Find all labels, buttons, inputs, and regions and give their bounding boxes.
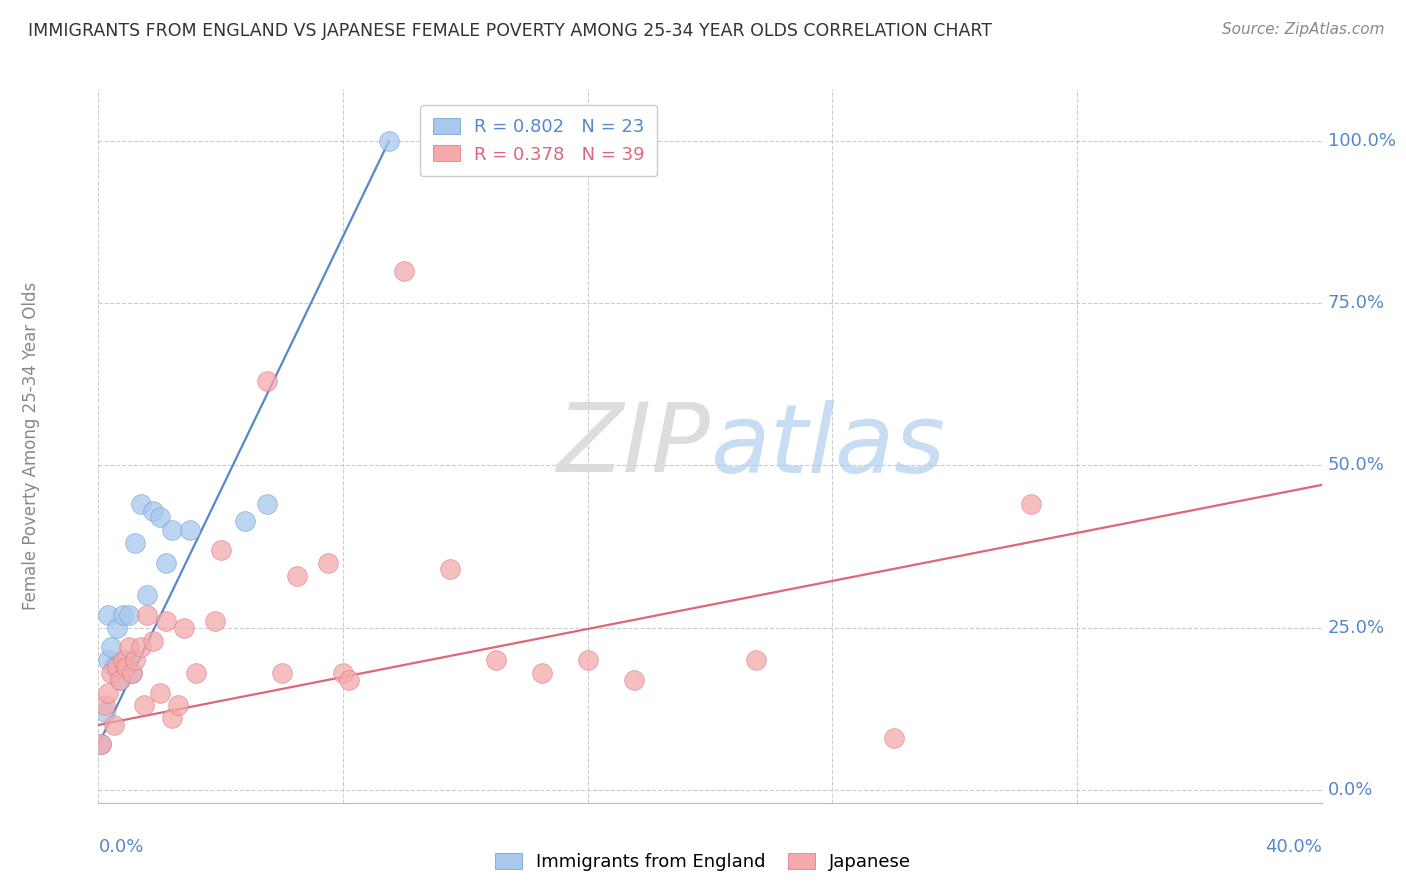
Text: IMMIGRANTS FROM ENGLAND VS JAPANESE FEMALE POVERTY AMONG 25-34 YEAR OLDS CORRELA: IMMIGRANTS FROM ENGLAND VS JAPANESE FEMA…: [28, 22, 993, 40]
Point: [105, 659, 128, 673]
Point: [160, 711, 183, 725]
Point: [93, 705, 115, 719]
Point: [233, 514, 256, 528]
Point: [173, 621, 195, 635]
Point: [108, 673, 131, 687]
Point: [115, 653, 138, 667]
Point: [93, 698, 115, 713]
Point: [111, 653, 134, 667]
Point: [256, 497, 278, 511]
Point: [90, 738, 112, 752]
Point: [160, 524, 183, 538]
Text: 0.0%: 0.0%: [1327, 780, 1374, 799]
Point: [134, 698, 156, 713]
Text: 25.0%: 25.0%: [1327, 619, 1385, 637]
Text: 0.0%: 0.0%: [98, 838, 143, 856]
Point: [155, 556, 177, 570]
Point: [149, 685, 172, 699]
Point: [179, 524, 201, 538]
Legend: R = 0.802   N = 23, R = 0.378   N = 39: R = 0.802 N = 23, R = 0.378 N = 39: [420, 105, 658, 177]
Point: [378, 134, 401, 148]
Point: [111, 607, 134, 622]
Point: [209, 542, 232, 557]
Text: atlas: atlas: [710, 400, 945, 492]
Point: [142, 633, 165, 648]
Text: 50.0%: 50.0%: [1327, 457, 1385, 475]
Point: [97, 685, 120, 699]
Point: [576, 653, 599, 667]
Point: [121, 666, 143, 681]
Point: [1019, 497, 1042, 511]
Point: [883, 731, 905, 745]
Point: [204, 614, 226, 628]
Point: [623, 673, 645, 687]
Point: [124, 536, 146, 550]
Point: [115, 659, 138, 673]
Point: [270, 666, 292, 681]
Text: 75.0%: 75.0%: [1327, 294, 1385, 312]
Point: [745, 653, 768, 667]
Point: [118, 640, 141, 654]
Point: [121, 666, 143, 681]
Point: [316, 556, 339, 570]
Point: [142, 504, 165, 518]
Point: [285, 568, 308, 582]
Point: [149, 510, 172, 524]
Point: [105, 621, 128, 635]
Point: [485, 653, 508, 667]
Point: [530, 666, 553, 681]
Point: [97, 607, 120, 622]
Point: [90, 738, 112, 752]
Point: [186, 666, 208, 681]
Point: [136, 588, 159, 602]
Point: [124, 653, 146, 667]
Point: [100, 640, 122, 654]
Point: [100, 666, 122, 681]
Point: [97, 653, 120, 667]
Point: [103, 718, 125, 732]
Point: [108, 673, 131, 687]
Text: 40.0%: 40.0%: [1265, 838, 1322, 856]
Point: [136, 607, 159, 622]
Text: 100.0%: 100.0%: [1327, 132, 1396, 150]
Point: [392, 264, 416, 278]
Legend: Immigrants from England, Japanese: Immigrants from England, Japanese: [488, 846, 918, 879]
Text: Female Poverty Among 25-34 Year Olds: Female Poverty Among 25-34 Year Olds: [22, 282, 41, 610]
Text: Source: ZipAtlas.com: Source: ZipAtlas.com: [1222, 22, 1385, 37]
Point: [332, 666, 354, 681]
Text: ZIP: ZIP: [557, 400, 710, 492]
Point: [167, 698, 190, 713]
Point: [118, 607, 141, 622]
Point: [103, 659, 125, 673]
Point: [439, 562, 461, 576]
Point: [337, 673, 360, 687]
Point: [129, 640, 152, 654]
Point: [155, 614, 177, 628]
Point: [129, 497, 152, 511]
Point: [256, 374, 278, 388]
